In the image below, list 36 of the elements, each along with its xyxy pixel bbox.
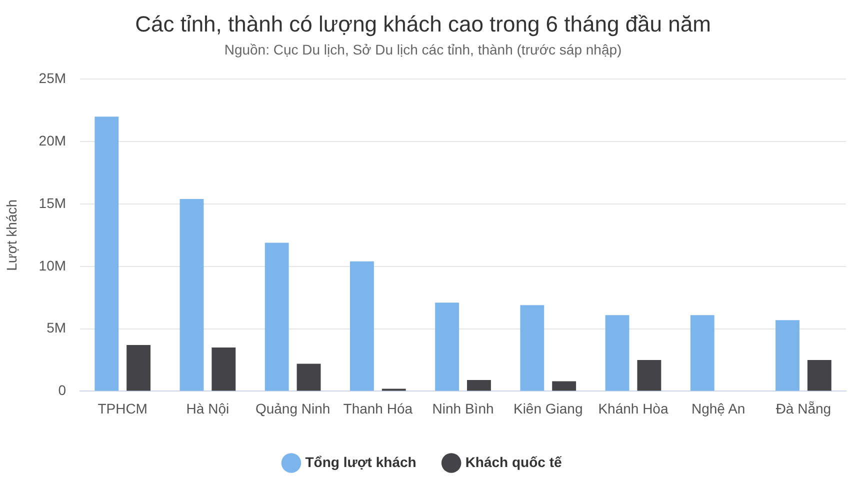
bar (807, 360, 832, 391)
x-tick-label: Hà Nội (186, 400, 230, 416)
bar (552, 381, 576, 391)
legend-label: Khách quốc tế (465, 454, 562, 470)
x-tick-label: Khánh Hòa (598, 400, 668, 416)
y-tick-label: 10M (38, 257, 66, 274)
x-tick-label: Nghệ An (691, 400, 746, 416)
bar (264, 242, 289, 391)
x-tick-label: Kiên Giang (513, 400, 583, 416)
legend-label: Tổng lượt khách (305, 454, 416, 470)
bar (605, 315, 630, 391)
bar (94, 116, 119, 391)
y-axis-title: Lượt khách (3, 199, 20, 271)
bar (467, 380, 491, 391)
x-tick-label: Ninh Bình (432, 400, 494, 416)
bar (520, 305, 544, 391)
x-tick-label: Thanh Hóa (343, 400, 413, 416)
bar (435, 302, 460, 391)
y-tick-label: 5M (46, 320, 66, 336)
bar (350, 261, 374, 391)
x-tick-label: TPHCM (98, 400, 148, 416)
bar (637, 360, 662, 391)
bar (776, 320, 800, 391)
chart-title: Các tỉnh, thành có lượng khách cao trong 6 tháng đầu năm (135, 11, 711, 36)
bar (180, 199, 204, 391)
bar (212, 348, 236, 391)
x-tick-label: Đà Nẵng (776, 400, 832, 416)
y-tick-label: 15M (38, 194, 66, 211)
bar (296, 364, 321, 391)
y-tick-label: 0 (58, 382, 66, 398)
y-tick-label: 25M (38, 70, 66, 86)
bar (690, 315, 714, 391)
x-tick-label: Quảng Ninh (255, 400, 330, 416)
chart-subtitle: Nguồn: Cục Du lịch, Sở Du lịch các tỉnh, thành (trước sáp nhập) (224, 42, 622, 58)
y-tick-label: 20M (38, 132, 66, 148)
bar (126, 345, 151, 391)
